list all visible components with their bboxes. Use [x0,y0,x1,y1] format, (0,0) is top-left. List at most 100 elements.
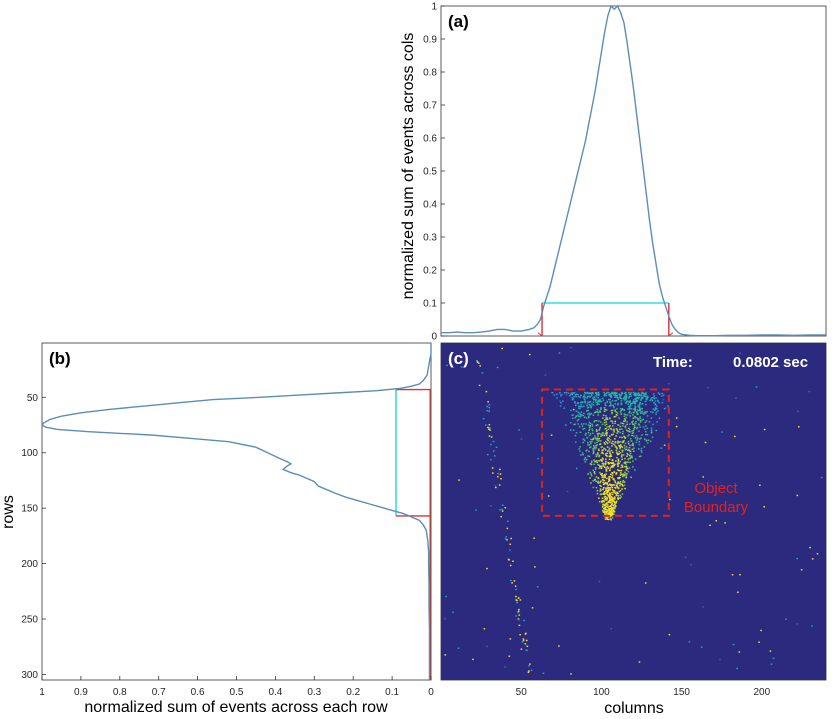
event-pixel [628,391,630,394]
event-pixel [613,471,616,473]
event-pixel [589,477,591,479]
event-pixel [615,493,618,496]
event-pixel [656,421,658,423]
event-pixel [763,428,766,431]
event-pixel [637,406,640,408]
event-pixel [644,421,647,424]
event-pixel [609,513,612,516]
event-pixel [609,499,612,502]
event-pixel [605,392,608,395]
event-pixel [507,558,510,561]
event-pixel [518,614,521,616]
event-pixel [590,442,592,445]
event-pixel [592,486,595,489]
event-pixel [608,417,611,419]
event-pixel [624,473,627,476]
event-pixel [621,392,624,395]
event-pixel [603,419,606,421]
event-pixel [637,448,640,450]
event-pixel [633,426,636,429]
event-pixel [611,391,613,394]
event-pixel [583,427,586,430]
event-pixel [579,406,582,408]
event-pixel [595,399,597,401]
event-pixel [575,410,578,412]
event-pixel [606,482,608,485]
panel-b-xtick-label: 0.6 [191,687,205,698]
event-pixel [571,414,574,416]
event-pixel [640,455,642,457]
event-pixel [478,384,481,387]
event-pixel [625,469,628,471]
event-pixel [760,629,762,632]
event-pixel [588,396,590,398]
event-pixel [603,490,606,493]
event-pixel [513,580,516,582]
event-pixel [487,401,489,403]
event-pixel [778,366,781,368]
event-pixel [571,397,573,399]
event-pixel [624,395,626,398]
event-pixel [598,464,600,466]
event-pixel [598,467,601,469]
event-pixel [610,484,613,486]
event-pixel [610,502,612,504]
event-pixel [615,472,618,474]
event-pixel [610,442,613,444]
event-pixel [584,400,586,403]
event-pixel [488,423,491,426]
event-pixel [560,402,562,404]
event-pixel [486,453,489,456]
event-pixel [604,482,607,485]
event-pixel [587,413,589,415]
event-pixel [604,518,607,520]
event-pixel [721,431,723,433]
event-pixel [492,450,495,452]
event-pixel [589,446,592,448]
event-pixel [656,399,659,402]
event-pixel [610,404,612,407]
event-pixel [634,406,637,409]
event-pixel [639,421,642,423]
event-pixel [594,461,596,463]
event-pixel [587,415,590,417]
event-pixel [607,461,609,464]
event-pixel [598,454,601,457]
event-pixel [486,645,488,648]
event-pixel [624,398,627,400]
event-pixel [684,556,687,559]
event-pixel [644,400,647,403]
event-pixel [636,409,639,411]
event-pixel [629,400,632,402]
event-pixel [618,476,620,479]
event-pixel [628,454,631,456]
event-pixel [625,446,628,448]
event-pixel [621,441,624,444]
event-pixel [613,513,615,515]
event-pixel [809,546,811,549]
event-pixel [593,446,595,449]
event-pixel [624,457,626,460]
event-pixel [675,425,678,428]
event-pixel [577,411,580,413]
event-pixel [611,473,614,475]
event-pixel [612,489,614,492]
event-pixel [601,457,604,460]
panel-b-axes-frame [41,342,432,681]
event-pixel [592,414,595,416]
event-pixel [619,411,622,413]
event-pixel [604,474,606,477]
event-pixel [572,408,575,411]
event-pixel [629,415,632,417]
event-pixel [533,537,535,539]
panel-c-xtick-label: 150 [673,687,690,698]
panel-a-edge-markers [537,303,674,337]
event-pixel [605,493,607,495]
event-pixel [570,409,572,412]
event-pixel [597,397,600,399]
event-pixel [550,434,553,436]
event-pixel [615,451,618,453]
event-pixel [542,672,545,674]
panel-a-label: (a) [448,12,469,31]
event-pixel [635,420,637,423]
